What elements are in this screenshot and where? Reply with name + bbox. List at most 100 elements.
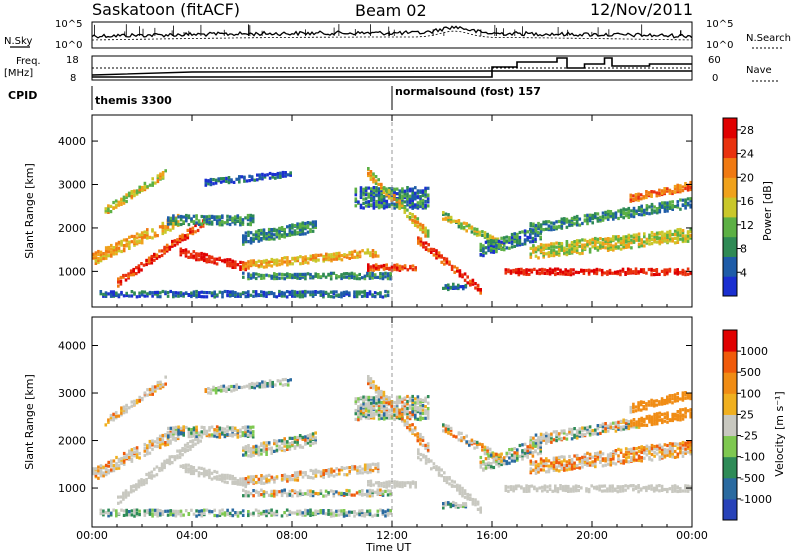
velocity-cell [655, 484, 659, 488]
power-cell [414, 205, 417, 209]
power-cell [140, 290, 144, 294]
velocity-cell [147, 474, 151, 478]
velocity-cell [369, 463, 372, 467]
power-cell [304, 294, 307, 298]
velocity-cell [437, 473, 441, 477]
velocity-cell [537, 470, 540, 474]
power-cell [210, 214, 214, 218]
power-cell [205, 291, 209, 295]
power-cell [668, 235, 672, 239]
velocity-cell [529, 450, 532, 454]
velocity-cell [377, 410, 381, 414]
power-cell [529, 233, 532, 237]
velocity-cell [122, 462, 126, 466]
power-cell [335, 274, 338, 278]
velocity-cell [369, 470, 372, 474]
velocity-cell [400, 412, 404, 416]
power-cell [601, 217, 605, 221]
velocity-cell [430, 467, 433, 471]
power-cell [523, 231, 527, 235]
velocity-cell [374, 387, 378, 392]
power-cell [658, 236, 662, 240]
power-cell [537, 245, 540, 249]
power-cell [288, 233, 292, 237]
power-cell [679, 207, 682, 211]
velocity-cell [340, 468, 344, 472]
velocity-cell [577, 488, 580, 493]
velocity-cell [534, 466, 538, 470]
power-cell [612, 217, 615, 221]
velocity-cell [267, 447, 271, 451]
power-cell [522, 272, 526, 276]
velocity-cell [635, 451, 638, 455]
velocity-cell [408, 427, 412, 431]
power-cell [260, 260, 263, 264]
power-cell [536, 231, 540, 235]
velocity-cell [112, 469, 116, 473]
velocity-cell [552, 465, 556, 469]
velocity-cell [505, 454, 509, 458]
power-cell [370, 199, 373, 203]
velocity-cell [267, 478, 271, 482]
velocity-cell [275, 441, 279, 445]
power-cell [381, 272, 385, 276]
power-cell [215, 262, 219, 266]
velocity-cell [376, 462, 380, 466]
power-cell [311, 223, 315, 227]
velocity-cell [408, 415, 412, 419]
power-cell [406, 200, 409, 204]
power-cell [643, 240, 646, 244]
velocity-cell [148, 392, 152, 396]
velocity-cell [322, 471, 325, 475]
velocity-cell [117, 457, 121, 461]
velocity-cell [476, 507, 480, 511]
velocity-cell [594, 465, 597, 469]
power-cell [190, 294, 193, 299]
velocity-cell [518, 454, 522, 458]
power-cell [689, 233, 692, 237]
velocity-cell [161, 510, 165, 514]
power-cell [246, 222, 250, 226]
power-cell [380, 182, 383, 186]
power-cell [109, 210, 113, 214]
velocity-cell [539, 445, 542, 449]
power-cell [256, 178, 259, 182]
power-cell [401, 197, 404, 201]
velocity-cell [142, 480, 146, 484]
power-cell [424, 203, 427, 207]
power-cell [179, 249, 183, 253]
power-cell [244, 264, 248, 268]
velocity-cell [166, 509, 170, 513]
velocity-cell [252, 450, 255, 454]
power-cell [301, 261, 305, 265]
velocity-cell [411, 400, 414, 404]
power-cell [343, 253, 346, 257]
power-cell [495, 245, 498, 250]
velocity-cell [390, 404, 393, 408]
velocity-cell [587, 487, 591, 492]
velocity-cell [128, 452, 131, 456]
power-cell [148, 290, 152, 295]
power-cell [509, 269, 513, 273]
power-cell [345, 290, 348, 294]
velocity-cell [417, 448, 420, 452]
power-cell [363, 274, 367, 278]
power-cell [345, 275, 348, 279]
power-cell [658, 242, 662, 246]
power-cell [242, 242, 245, 246]
power-cell [143, 188, 147, 192]
power-cell [663, 201, 667, 205]
power-cell [492, 249, 496, 253]
velocity-cell [372, 413, 376, 417]
velocity-cell [195, 468, 198, 473]
power-cell [468, 223, 471, 227]
power-cell [265, 234, 268, 238]
velocity-cell [572, 489, 575, 493]
power-cell [517, 273, 521, 277]
velocity-cell [143, 449, 147, 453]
power-cell [354, 197, 358, 201]
power-cell [260, 264, 263, 268]
velocity-cell [160, 467, 164, 471]
velocity-cell [135, 398, 139, 403]
velocity-cell [403, 481, 407, 485]
